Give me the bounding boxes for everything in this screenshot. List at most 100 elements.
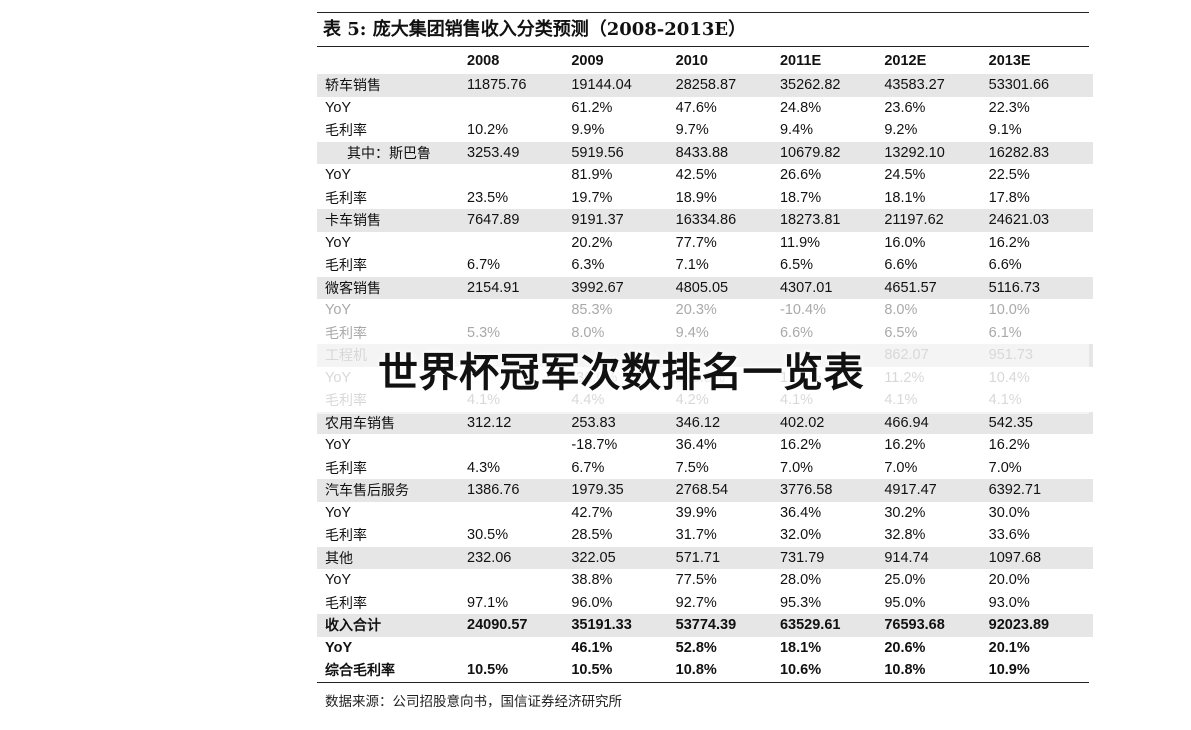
value-cell: 92023.89 [988, 614, 1093, 637]
value-cell: 8.0% [884, 302, 918, 319]
table-row: YoY 38.8% 77.5% 28.0% 25.0% 20.0% [317, 569, 1093, 592]
value-cell: 22.3% [988, 99, 1030, 116]
value-cell: 20.1% [988, 639, 1030, 656]
value-cell: 1386.76 [467, 479, 572, 502]
value-cell: -18.7% [571, 437, 618, 454]
value-cell: 9.2% [884, 122, 918, 139]
value-cell: 24.8% [779, 99, 822, 116]
value-cell: 22.5% [988, 167, 1030, 184]
value-cell: 466.94 [884, 411, 989, 434]
sales-forecast-table: 2008 2009 2010 2011E 2012E 2013E 轿车销售 118… [317, 47, 1093, 682]
table-row: 卡车销售 7647.89 9191.37 16334.86 18273.81 21197.… [317, 209, 1093, 232]
value-cell: 20.2% [571, 234, 613, 251]
row-label: 毛利率 [325, 528, 367, 545]
value-cell: 7.1% [675, 257, 709, 274]
row-label: YoY [325, 302, 352, 319]
row-label: YoY [325, 234, 352, 251]
value-cell: 30.0% [988, 504, 1030, 521]
value-cell: 10.9% [988, 662, 1030, 679]
table-row: 毛利率 5.3% 8.0% 9.4% 6.6% 6.5% 6.1% [317, 322, 1093, 345]
value-cell: 2154.91 [467, 276, 572, 299]
value-cell: 19.7% [571, 189, 613, 206]
value-cell: 10.8% [675, 662, 717, 679]
value-cell: 19144.04 [571, 74, 676, 97]
table-row: 微客销售 2154.91 3992.67 4805.05 4307.01 4651.57 5… [317, 276, 1093, 299]
value-cell: 92.7% [675, 594, 717, 611]
value-cell: 11875.76 [467, 74, 572, 97]
value-cell: 24.5% [884, 167, 926, 184]
value-cell: 8.0% [571, 324, 605, 341]
header-cell: 2008 [467, 52, 500, 69]
value-cell: 52.8% [675, 639, 717, 656]
value-cell: 95.3% [779, 594, 822, 611]
value-cell: 35262.82 [779, 74, 885, 97]
value-cell [467, 569, 571, 592]
value-cell: 36.4% [675, 437, 717, 454]
value-cell [467, 434, 571, 457]
row-label: 毛利率 [325, 258, 367, 275]
value-cell: 6.6% [988, 257, 1022, 274]
value-cell: 31.7% [675, 527, 717, 544]
value-cell: 10.5% [467, 662, 509, 679]
table-row: 收入合计 24090.57 35191.33 53774.39 63529.61 7659… [317, 614, 1093, 637]
row-label: 毛利率 [325, 325, 367, 342]
value-cell: 9.4% [779, 122, 814, 139]
value-cell: 18.9% [675, 189, 717, 206]
title-rule [317, 46, 1089, 47]
table-row: 轿车销售 11875.76 19144.04 28258.87 35262.82 4358… [317, 74, 1093, 97]
table-row: 毛利率 30.5% 28.5% 31.7% 32.0% 32.8% 33.6% [317, 524, 1093, 547]
table-row: 毛利率 10.2% 9.9% 9.7% 9.4% 9.2% 9.1% [317, 119, 1093, 142]
header-cell: 2009 [571, 52, 604, 69]
value-cell: 7.0% [884, 459, 918, 476]
value-cell [467, 232, 571, 255]
value-cell: 81.9% [571, 167, 613, 184]
value-cell: 76593.68 [884, 614, 989, 637]
value-cell: 6.5% [779, 257, 814, 274]
value-cell: 10.5% [571, 662, 613, 679]
value-cell: 9191.37 [571, 209, 676, 232]
table-row: YoY 85.3% 20.3% -10.4% 8.0% 10.0% [317, 299, 1093, 322]
value-cell: 93.0% [988, 594, 1030, 611]
value-cell: 17.8% [988, 189, 1030, 206]
table-row: YoY 20.2% 77.7% 11.9% 16.0% 16.2% [317, 232, 1093, 255]
value-cell: 20.3% [675, 302, 717, 319]
header-cell: 2011E [779, 52, 822, 69]
row-label: 微客销售 [317, 276, 467, 299]
value-cell: 6392.71 [988, 479, 1093, 502]
value-cell [467, 502, 571, 525]
value-cell: 346.12 [675, 411, 780, 434]
value-cell: 4.3% [467, 459, 501, 476]
row-label: 其他 [317, 546, 467, 569]
row-label: 毛利率 [325, 190, 367, 207]
value-cell: 23.5% [467, 189, 509, 206]
value-cell: 571.71 [675, 546, 780, 569]
value-cell: 7.0% [988, 459, 1022, 476]
table-title: 表 5: 庞大集团销售收入分类预测（2008-2013E） [323, 19, 747, 40]
row-label: 其中：斯巴鲁 [317, 141, 467, 164]
header-cell [317, 47, 467, 74]
report-table-figure: 表 5: 庞大集团销售收入分类预测（2008-2013E） 2008 2009 … [317, 12, 1093, 710]
value-cell: 16282.83 [988, 141, 1093, 164]
table-row: 毛利率 6.7% 6.3% 7.1% 6.5% 6.6% 6.6% [317, 254, 1093, 277]
value-cell: 16334.86 [675, 209, 780, 232]
value-cell: 322.05 [571, 546, 676, 569]
value-cell: 9.4% [675, 324, 709, 341]
value-cell: 25.0% [884, 572, 926, 589]
value-cell: 10679.82 [779, 141, 885, 164]
row-label: 毛利率 [325, 460, 367, 477]
value-cell: 33.6% [988, 527, 1030, 544]
value-cell: 16.2% [988, 437, 1030, 454]
value-cell: 6.7% [467, 257, 501, 274]
value-cell: 21197.62 [884, 209, 989, 232]
value-cell: 47.6% [675, 99, 717, 116]
value-cell: 18273.81 [779, 209, 885, 232]
value-cell: 16.2% [884, 437, 926, 454]
row-label: 毛利率 [325, 595, 367, 612]
value-cell: 30.5% [467, 527, 509, 544]
value-cell: 6.5% [884, 324, 918, 341]
value-cell: 32.8% [884, 527, 926, 544]
value-cell [467, 97, 571, 120]
value-cell: 3253.49 [467, 141, 572, 164]
value-cell: 85.3% [571, 302, 613, 319]
value-cell: 20.6% [884, 639, 926, 656]
